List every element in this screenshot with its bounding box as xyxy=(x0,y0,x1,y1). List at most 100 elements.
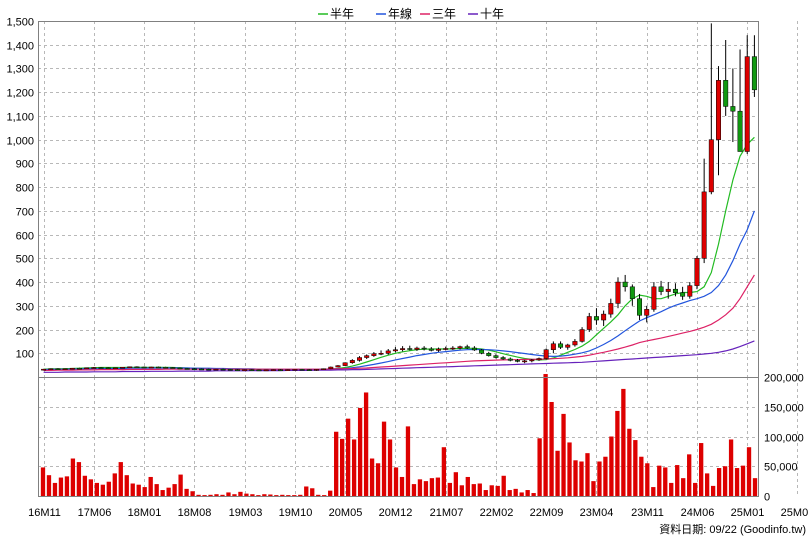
volume-bar xyxy=(357,407,363,496)
volume-bar xyxy=(100,484,105,496)
candle-body xyxy=(234,369,240,371)
candle-body xyxy=(278,369,284,371)
volume-bar xyxy=(136,484,141,496)
volume-bar xyxy=(752,478,758,496)
volume-bar xyxy=(465,476,470,496)
candle-body xyxy=(486,353,492,356)
volume-bar xyxy=(345,418,351,496)
x-tick-label: 18M08 xyxy=(178,507,212,519)
volume-tick-label: 0 xyxy=(764,492,770,504)
volume-bar xyxy=(573,460,578,496)
volume-bar xyxy=(316,494,321,496)
footer-source: 資料日期: 09/22 (Goodinfo.tw) xyxy=(659,522,806,536)
candle-body xyxy=(227,369,233,371)
volume-panel-frame xyxy=(38,377,759,497)
volume-gridlines xyxy=(38,377,798,496)
candle-body xyxy=(127,366,133,369)
candle-body xyxy=(622,281,628,288)
candle-body xyxy=(536,358,542,361)
volume-bar xyxy=(160,490,165,496)
volume-bar xyxy=(268,494,273,496)
price-tick-label: 1,100 xyxy=(6,112,34,124)
volume-bar xyxy=(274,495,279,496)
candle-body xyxy=(184,368,190,370)
price-tick-label: 300 xyxy=(16,302,34,314)
volume-bar xyxy=(196,494,201,496)
volume-bar xyxy=(304,486,309,496)
volume-bar xyxy=(334,431,339,496)
legend-label-1: 年線 xyxy=(388,6,412,21)
candle-body xyxy=(242,369,248,371)
candle-body xyxy=(550,343,556,350)
candle-body xyxy=(572,341,578,346)
legend-label-0: 半年 xyxy=(330,7,354,21)
volume-bar xyxy=(645,463,650,496)
candle-body xyxy=(407,348,413,350)
candle-body xyxy=(558,343,564,348)
candle-body xyxy=(120,367,126,369)
volume-bar xyxy=(603,456,608,496)
x-tick-label: 22M09 xyxy=(530,507,564,519)
ma-line-ma_half xyxy=(43,136,755,371)
price-tick-label: 800 xyxy=(16,183,34,195)
candle-body xyxy=(321,368,327,370)
candle-body xyxy=(400,348,406,350)
x-tick-label: 23M04 xyxy=(580,507,614,519)
x-tick-label: 23M11 xyxy=(631,507,664,519)
candle-body xyxy=(450,347,456,350)
candle-body xyxy=(751,56,757,91)
candle-body xyxy=(105,367,111,369)
volume-bar xyxy=(716,468,722,496)
candle-body xyxy=(385,350,391,354)
candle-body xyxy=(514,360,520,362)
volume-bar xyxy=(178,474,183,496)
price-panel-frame xyxy=(38,21,759,378)
x-tick-label: 17M06 xyxy=(78,507,112,519)
candle-body xyxy=(579,329,585,342)
volume-bar xyxy=(435,477,441,496)
candle-body xyxy=(443,348,449,350)
volume-bar xyxy=(495,485,500,496)
x-tick-label: 16M11 xyxy=(28,507,61,519)
candle-body xyxy=(91,367,97,369)
volume-bar xyxy=(148,476,153,496)
volume-bar xyxy=(322,495,327,496)
candle-body xyxy=(371,353,377,356)
volume-bar xyxy=(447,482,453,496)
ma-line-ma_3y xyxy=(43,274,755,371)
candle-body xyxy=(507,358,513,361)
candle-body xyxy=(586,316,592,330)
volume-bar xyxy=(340,438,345,496)
volume-bar xyxy=(369,458,375,496)
candle-body xyxy=(313,369,319,371)
volume-bar xyxy=(507,490,512,496)
volume-bar xyxy=(728,439,734,496)
candle-body xyxy=(163,367,169,369)
candle-body xyxy=(84,367,90,369)
candle-body xyxy=(199,368,205,371)
volume-bar xyxy=(232,494,237,496)
volume-bar xyxy=(286,495,291,496)
volume-bar xyxy=(393,467,399,496)
volume-bar xyxy=(88,479,94,496)
candle-body xyxy=(723,80,729,107)
candle-body xyxy=(220,368,226,371)
candle-body xyxy=(335,365,341,368)
x-axis-labels: 16M11 17M06 18M01 18M08 19M03 19M10 20M05 20M12… xyxy=(28,507,808,519)
volume-bar xyxy=(651,487,656,496)
volume-bar xyxy=(70,458,76,496)
volume-bar xyxy=(58,477,64,496)
candle-body xyxy=(414,347,420,350)
candle-body xyxy=(421,347,427,350)
volume-bar xyxy=(429,478,435,496)
volume-bar xyxy=(328,490,333,496)
price-tick-label: 100 xyxy=(16,349,34,361)
volume-bar xyxy=(106,481,111,496)
candle-body xyxy=(357,357,362,361)
candle-body xyxy=(601,313,607,321)
volume-bar xyxy=(94,482,99,496)
candle-body xyxy=(730,106,736,112)
candle-body xyxy=(716,80,721,140)
candle-body xyxy=(708,139,714,193)
volume-bar xyxy=(615,410,620,496)
